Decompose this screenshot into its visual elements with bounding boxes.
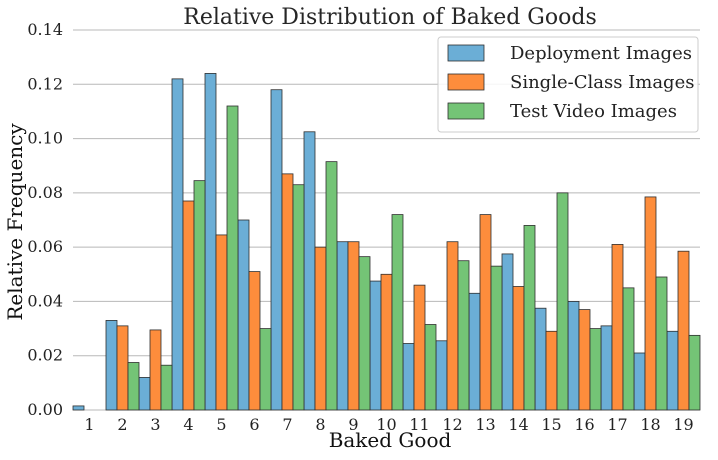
bar-test-video-images-15 <box>556 192 569 411</box>
bar-test-video-images-13 <box>490 265 503 411</box>
bar-deployment-images-16 <box>567 301 580 411</box>
x-tick-label: 10 <box>376 415 396 434</box>
bar-single-class-images-12 <box>446 241 459 411</box>
bar-deployment-images-4 <box>171 78 184 411</box>
y-tick-label: 0.00 <box>27 400 63 419</box>
bar-deployment-images-17 <box>600 325 613 411</box>
bar-single-class-images-8 <box>314 246 327 411</box>
legend-label: Single-Class Images <box>510 72 694 93</box>
bar-test-video-images-16 <box>589 328 602 411</box>
legend-label: Deployment Images <box>510 43 692 64</box>
x-axis-label: Baked Good <box>329 428 452 452</box>
y-tick-label: 0.10 <box>27 129 63 148</box>
bar-test-video-images-6 <box>259 328 272 411</box>
x-tick-label: 3 <box>150 415 160 434</box>
bar-test-video-images-19 <box>688 334 701 411</box>
bar-test-video-images-5 <box>226 105 239 411</box>
y-tick-label: 0.08 <box>27 183 63 202</box>
y-tick-label: 0.12 <box>27 74 63 93</box>
x-tick-label: 7 <box>282 415 292 434</box>
bar-single-class-images-16 <box>578 309 591 411</box>
bar-deployment-images-5 <box>204 73 217 411</box>
bar-test-video-images-14 <box>523 225 536 411</box>
x-tick-label: 11 <box>409 415 429 434</box>
x-tick-label: 9 <box>348 415 358 434</box>
legend-swatch <box>447 44 485 62</box>
y-axis-label: Relative Frequency <box>3 123 27 321</box>
x-tick-label: 12 <box>442 415 462 434</box>
bar-single-class-images-17 <box>611 244 624 411</box>
bar-test-video-images-17 <box>622 287 635 411</box>
bar-test-video-images-12 <box>457 260 470 411</box>
bar-deployment-images-19 <box>666 330 679 411</box>
bar-test-video-images-4 <box>193 180 206 411</box>
x-tick-label: 17 <box>607 415 627 434</box>
x-tick-label: 15 <box>541 415 561 434</box>
bar-single-class-images-18 <box>644 196 657 411</box>
x-axis-ticks: 1 2 3 4 5 6 7 8 9 10 11 12 13 14 15 16 17 18 19 <box>84 415 693 434</box>
x-tick-label: 6 <box>249 415 259 434</box>
y-tick-label: 0.02 <box>27 346 63 365</box>
x-tick-label: 13 <box>475 415 495 434</box>
bar-test-video-images-18 <box>655 276 668 411</box>
bar-deployment-images-12 <box>435 340 448 411</box>
y-tick-label: 0.14 <box>27 20 63 39</box>
x-tick-label: 8 <box>315 415 325 434</box>
x-tick-label: 2 <box>117 415 127 434</box>
legend-swatch <box>447 102 485 120</box>
bar-deployment-images-9 <box>336 241 349 411</box>
x-tick-label: 1 <box>84 415 94 434</box>
bar-deployment-images-14 <box>501 253 514 411</box>
bar-single-class-images-10 <box>380 273 393 411</box>
bar-deployment-images-7 <box>270 89 283 411</box>
bar-single-class-images-5 <box>215 234 228 411</box>
bar-single-class-images-7 <box>281 173 294 411</box>
x-tick-label: 4 <box>183 415 193 434</box>
y-tick-label: 0.04 <box>27 291 63 310</box>
bar-deployment-images-11 <box>402 343 415 411</box>
bar-deployment-images-10 <box>369 280 382 411</box>
bar-deployment-images-8 <box>303 131 316 411</box>
bar-deployment-images-6 <box>237 219 250 411</box>
y-tick-label: 0.06 <box>27 237 63 256</box>
legend: Deployment Images Single-Class Images Test… <box>437 36 699 133</box>
bar-test-video-images-11 <box>424 324 437 411</box>
bar-test-video-images-8 <box>325 161 338 411</box>
bar-deployment-images-18 <box>633 352 646 411</box>
bar-single-class-images-19 <box>677 250 690 411</box>
bar-test-video-images-10 <box>391 214 404 411</box>
bar-single-class-images-9 <box>347 241 360 411</box>
bar-single-class-images-15 <box>545 330 558 411</box>
bar-single-class-images-3 <box>149 329 162 411</box>
bar-deployment-images-2 <box>105 320 118 411</box>
y-axis-ticks: 0.00 0.02 0.04 0.06 0.08 0.10 0.12 0.14 <box>27 20 63 419</box>
legend-swatch <box>447 73 485 91</box>
bar-single-class-images-13 <box>479 214 492 411</box>
bar-deployment-images-3 <box>138 377 151 411</box>
legend-label: Test Video Images <box>510 101 677 122</box>
bar-single-class-images-14 <box>512 286 525 411</box>
x-tick-label: 18 <box>640 415 660 434</box>
bar-test-video-images-7 <box>292 184 305 411</box>
bar-deployment-images-13 <box>468 292 481 411</box>
bars <box>72 73 701 411</box>
x-tick-label: 19 <box>673 415 693 434</box>
bar-deployment-images-15 <box>534 307 547 411</box>
x-tick-label: 14 <box>508 415 528 434</box>
bar-single-class-images-6 <box>248 271 261 411</box>
bar-single-class-images-11 <box>413 284 426 411</box>
x-tick-label: 5 <box>216 415 226 434</box>
bar-test-video-images-9 <box>358 256 371 411</box>
chart-title: Relative Distribution of Baked Goods <box>183 5 596 30</box>
legend-frame <box>437 36 699 133</box>
bar-test-video-images-3 <box>160 364 173 411</box>
bar-single-class-images-2 <box>116 325 129 411</box>
bar-deployment-images-1 <box>72 405 85 411</box>
bar-test-video-images-2 <box>127 362 140 411</box>
x-tick-label: 16 <box>574 415 594 434</box>
bar-single-class-images-4 <box>182 200 195 411</box>
